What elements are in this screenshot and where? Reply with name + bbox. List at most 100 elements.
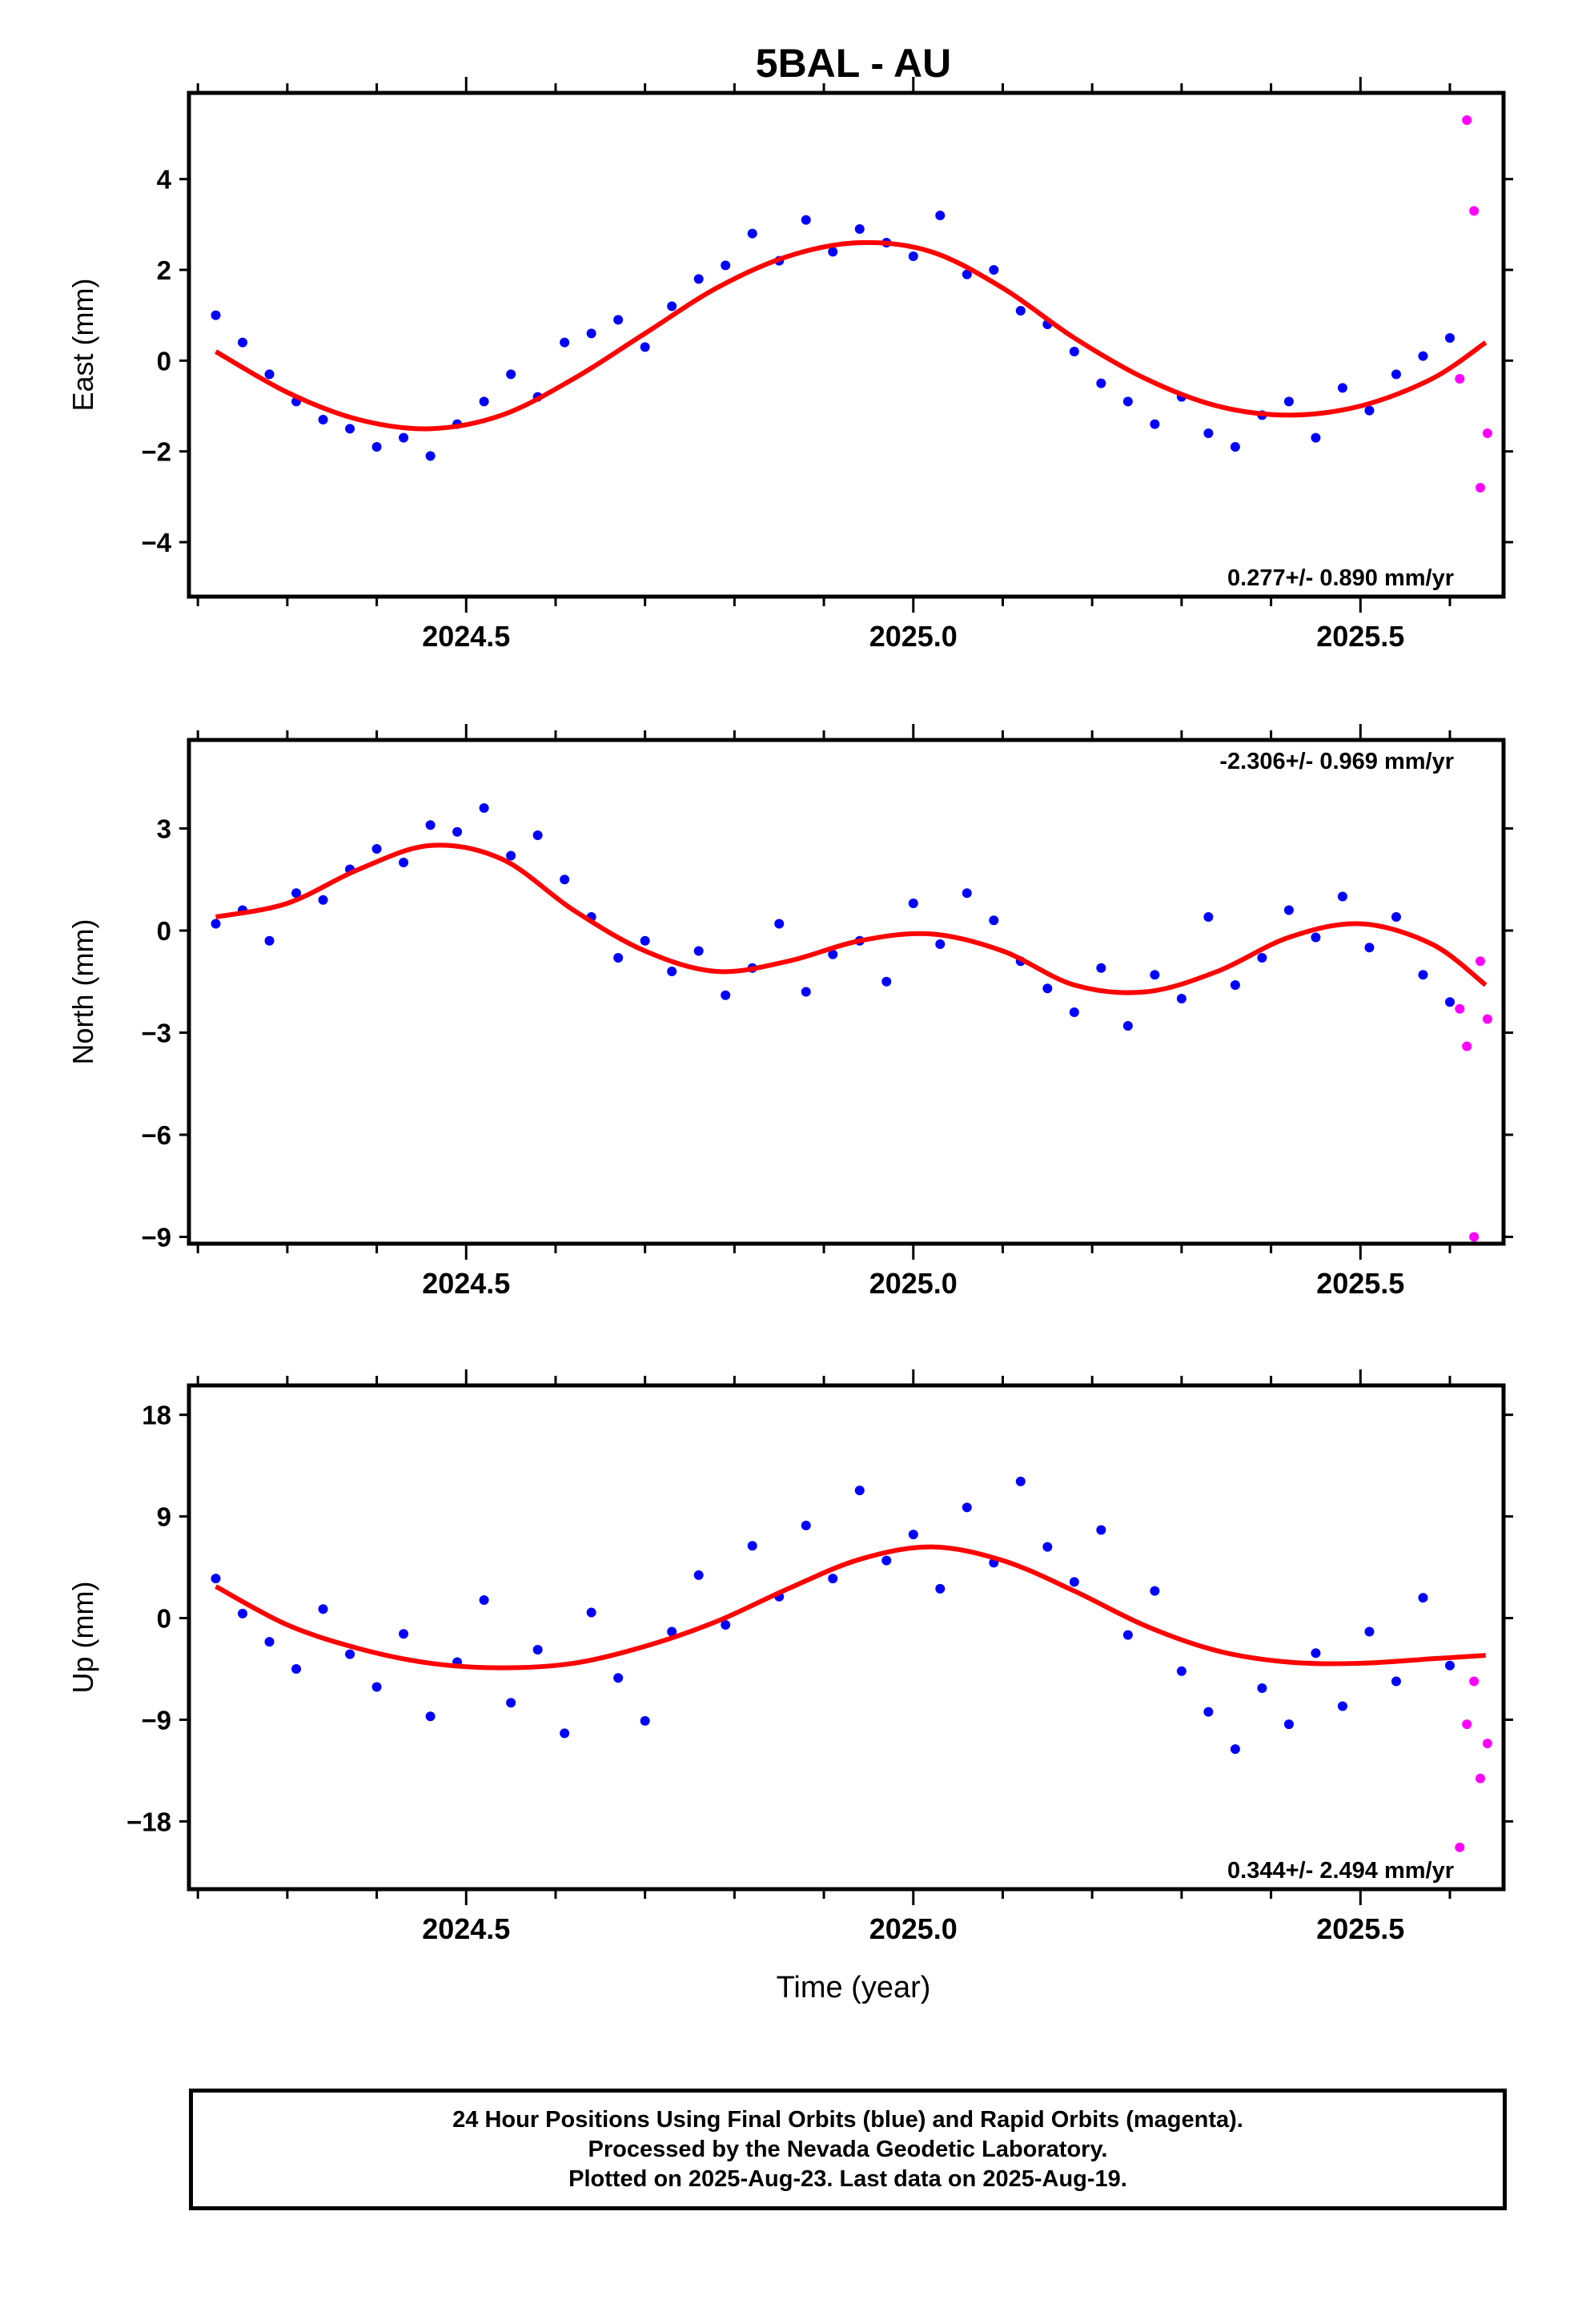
final-orbit-point xyxy=(425,1711,436,1722)
final-orbit-point xyxy=(1364,1626,1375,1637)
y-tick-label-north-2: −3 xyxy=(141,1019,171,1048)
rapid-orbit-point xyxy=(1462,115,1472,125)
points-north xyxy=(211,803,1492,1242)
x-axis-label: Time (year) xyxy=(777,1971,931,2004)
final-orbit-point xyxy=(1150,419,1160,429)
final-orbit-point xyxy=(211,310,221,320)
rapid-orbit-point xyxy=(1455,1842,1465,1852)
y-tick-label-north-3: 0 xyxy=(157,916,171,946)
final-orbit-point xyxy=(908,1530,918,1540)
final-orbit-point xyxy=(1042,983,1053,994)
final-orbit-point xyxy=(560,337,570,348)
final-orbit-point xyxy=(1096,963,1106,973)
final-orbit-point xyxy=(506,1698,516,1708)
final-orbit-point xyxy=(1418,1593,1428,1603)
fit-curve-north xyxy=(215,842,1488,995)
final-orbit-point xyxy=(1042,1542,1053,1552)
y-tick-label-up-4: 18 xyxy=(142,1401,171,1430)
final-orbit-point xyxy=(1176,994,1186,1003)
y-tick-label-east-0: −4 xyxy=(141,528,171,557)
final-orbit-point xyxy=(801,215,811,225)
final-orbit-point xyxy=(613,953,624,963)
final-orbit-point xyxy=(774,919,785,929)
final-orbit-point xyxy=(747,1541,757,1551)
y-tick-label-north-1: −6 xyxy=(141,1120,171,1150)
x-tick-label-north-0: 2024.5 xyxy=(422,1267,510,1300)
final-orbit-point xyxy=(1122,1021,1133,1031)
final-orbit-point xyxy=(640,1715,650,1726)
final-orbit-point xyxy=(1444,333,1455,343)
y-axis-label-up: Up (mm) xyxy=(66,1582,99,1694)
velocity-rate-north: -2.306+/- 0.969 mm/yr xyxy=(1219,749,1454,774)
final-orbit-point xyxy=(1364,943,1375,953)
plot-frame-east xyxy=(187,90,1506,599)
final-orbit-point xyxy=(613,315,624,325)
final-orbit-point xyxy=(693,1570,704,1580)
plot-frame-north xyxy=(187,738,1506,1246)
final-orbit-point xyxy=(264,1637,275,1647)
rapid-orbit-point xyxy=(1475,956,1485,967)
final-orbit-point xyxy=(291,888,302,899)
final-orbit-point xyxy=(693,946,704,956)
final-orbit-point xyxy=(1203,912,1214,922)
final-orbit-point xyxy=(1069,1577,1079,1587)
x-tick-label-up-1: 2025.0 xyxy=(869,1912,958,1945)
rapid-orbit-point xyxy=(1469,1676,1480,1687)
points-east xyxy=(211,115,1492,493)
y-tick-label-north-0: −9 xyxy=(141,1223,171,1252)
final-orbit-point xyxy=(801,987,811,997)
final-orbit-point xyxy=(425,451,436,461)
final-orbit-point xyxy=(962,269,972,279)
final-orbit-point xyxy=(425,820,436,830)
final-orbit-point xyxy=(640,935,650,946)
final-orbit-point xyxy=(1337,1701,1347,1711)
y-tick-label-east-3: 2 xyxy=(157,255,171,285)
final-orbit-point xyxy=(1122,396,1133,407)
final-orbit-point xyxy=(318,1604,328,1614)
rapid-orbit-point xyxy=(1455,1003,1465,1014)
final-orbit-point xyxy=(935,211,946,220)
final-orbit-point xyxy=(693,274,704,284)
final-orbit-point xyxy=(1283,396,1294,407)
y-tick-label-up-3: 9 xyxy=(157,1502,171,1532)
final-orbit-point xyxy=(721,1619,731,1630)
x-tick-label-up-2: 2025.5 xyxy=(1316,1912,1404,1945)
final-orbit-point xyxy=(1122,1630,1133,1640)
final-orbit-point xyxy=(560,1728,570,1739)
rapid-orbit-point xyxy=(1475,1773,1485,1783)
fit-curve-east xyxy=(215,239,1488,432)
final-orbit-point xyxy=(721,990,731,1000)
final-orbit-point xyxy=(1337,891,1347,902)
final-orbit-point xyxy=(1257,1683,1267,1693)
rapid-orbit-point xyxy=(1469,1232,1480,1242)
y-tick-label-east-4: 4 xyxy=(157,165,172,195)
footer-line-2: Processed by the Nevada Geodetic Laborat… xyxy=(588,2136,1108,2162)
final-orbit-point xyxy=(399,858,409,867)
final-orbit-point xyxy=(532,830,543,840)
final-orbit-point xyxy=(828,949,838,959)
final-orbit-point xyxy=(1150,1586,1160,1596)
final-orbit-point xyxy=(908,899,918,908)
figure-title: 5BAL - AU xyxy=(756,41,951,86)
velocity-rate-east: 0.277+/- 0.890 mm/yr xyxy=(1227,565,1454,591)
final-orbit-point xyxy=(238,1608,248,1618)
panel-up: −18 −9 0 9 18 2024.5 2025.0 2025.5 Up (mm) 0.344+… xyxy=(66,1369,1513,1945)
final-orbit-point xyxy=(828,1574,838,1584)
final-orbit-point xyxy=(989,915,999,926)
final-orbit-point xyxy=(908,251,918,261)
final-orbit-point xyxy=(1096,378,1106,388)
x-tick-label-east-2: 2025.5 xyxy=(1316,620,1404,653)
final-orbit-point xyxy=(1364,405,1375,416)
final-orbit-point xyxy=(1391,912,1401,922)
fit-curve-up xyxy=(215,1544,1486,1671)
final-orbit-point xyxy=(962,888,972,899)
final-orbit-point xyxy=(667,301,677,312)
final-orbit-point xyxy=(479,803,489,813)
final-orbit-point xyxy=(1444,1660,1455,1671)
rapid-orbit-point xyxy=(1469,206,1480,216)
final-orbit-point xyxy=(828,247,838,257)
final-orbit-point xyxy=(345,424,355,434)
final-orbit-point xyxy=(667,1626,677,1637)
final-orbit-point xyxy=(1015,1476,1026,1486)
